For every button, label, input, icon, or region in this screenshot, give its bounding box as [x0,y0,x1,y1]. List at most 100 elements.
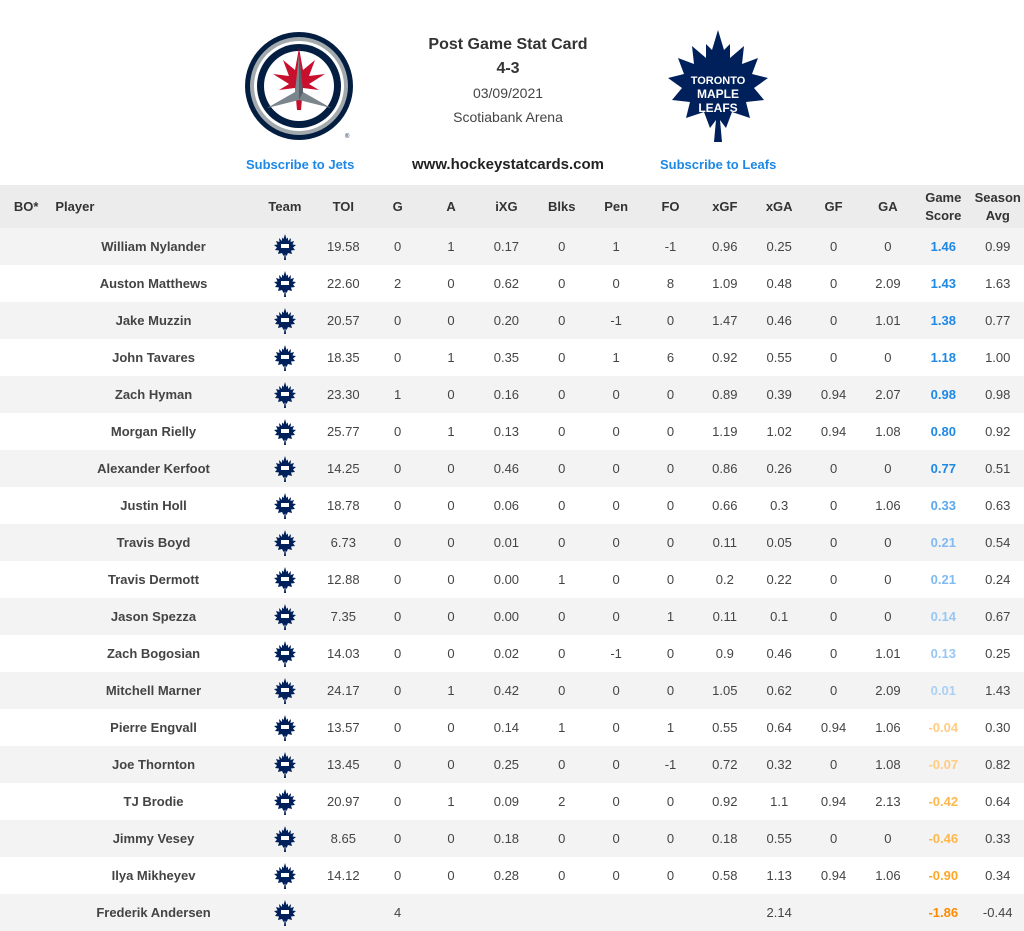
player-name[interactable]: Jake Muzzin [52,302,255,339]
goals-cell: 0 [371,302,424,339]
blocks-cell: 0 [534,265,589,302]
player-name[interactable]: Auston Matthews [52,265,255,302]
col-header-gf[interactable]: GF [806,185,861,228]
toi-cell: 22.60 [315,265,372,302]
col-header-xgf[interactable]: xGF [697,185,753,228]
player-name[interactable]: William Nylander [52,228,255,265]
gf-cell: 0.94 [806,709,861,746]
table-row: Zach Bogosian 14.03 0 0 0.02 0 -1 0 0.9 0.46 0 1.01… [0,635,1024,672]
col-header-game-score[interactable]: Game Score [915,185,972,228]
season-avg-cell: -0.44 [971,894,1024,931]
bo-cell [0,376,53,413]
ixg-cell: 0.18 [478,820,535,857]
table-row: Alexander Kerfoot 14.25 0 0 0.46 0 0 0 0.86 0.26 0… [0,450,1024,487]
penalties-cell [588,894,644,931]
goals-cell: 0 [371,561,424,598]
faceoffs-cell: 0 [643,783,698,820]
player-name[interactable]: Ilya Mikheyev [52,857,255,894]
player-name[interactable]: Joe Thornton [52,746,255,783]
player-name[interactable]: Travis Boyd [52,524,255,561]
player-name[interactable]: TJ Brodie [52,783,255,820]
ga-cell: 1.06 [860,487,916,524]
ga-cell: 0 [860,561,916,598]
col-header-ixg[interactable]: iXG [478,185,535,228]
col-header-bo[interactable]: BO* [0,185,53,228]
player-name[interactable]: Mitchell Marner [52,672,255,709]
player-name[interactable]: Jimmy Vesey [52,820,255,857]
assists-cell: 0 [423,487,479,524]
faceoffs-cell: 8 [643,265,698,302]
col-header-fo[interactable]: FO [643,185,698,228]
col-header-team[interactable]: Team [254,185,316,228]
game-score-cell: 0.13 [915,635,972,672]
bo-cell [0,635,53,672]
xgf-cell: 0.9 [697,635,753,672]
blocks-cell: 0 [534,450,589,487]
penalties-cell: 0 [588,487,644,524]
col-header-season-avg[interactable]: Season Avg [971,185,1024,228]
game-score-cell: 0.01 [915,672,972,709]
subscribe-leafs-link[interactable]: Subscribe to Leafs [660,157,777,172]
xgf-cell: 0.66 [697,487,753,524]
game-score-cell: 1.43 [915,265,972,302]
team-cell [254,820,316,857]
penalties-cell: 0 [588,709,644,746]
faceoffs-cell: 0 [643,450,698,487]
player-name[interactable]: Zach Hyman [52,376,255,413]
col-header-xga[interactable]: xGA [752,185,807,228]
game-score-cell: 0.77 [915,450,972,487]
player-name[interactable]: Morgan Rielly [52,413,255,450]
ga-cell: 0 [860,524,916,561]
faceoffs-cell: 0 [643,672,698,709]
toi-cell: 8.65 [315,820,372,857]
player-name[interactable]: Pierre Engvall [52,709,255,746]
game-score-cell: -0.07 [915,746,972,783]
maple-leaf-icon [273,492,296,519]
col-header-pen[interactable]: Pen [588,185,644,228]
penalties-cell: 0 [588,450,644,487]
player-name[interactable]: Zach Bogosian [52,635,255,672]
assists-cell: 0 [423,265,479,302]
col-header-toi[interactable]: TOI [315,185,372,228]
blocks-cell: 0 [534,413,589,450]
season-avg-cell: 0.25 [971,635,1024,672]
team-cell [254,450,316,487]
toi-cell: 20.97 [315,783,372,820]
player-name[interactable]: Jason Spezza [52,598,255,635]
col-header-ga[interactable]: GA [860,185,916,228]
blocks-cell: 0 [534,524,589,561]
player-name[interactable]: Alexander Kerfoot [52,450,255,487]
team-cell [254,635,316,672]
ga-cell: 0 [860,598,916,635]
penalties-cell: 0 [588,783,644,820]
table-row: Travis Boyd 6.73 0 0 0.01 0 0 0 0.11 0.05 0 0 0.21 0.… [0,524,1024,561]
blocks-cell: 0 [534,302,589,339]
ga-cell: 1.01 [860,635,916,672]
gf-cell: 0.94 [806,857,861,894]
subscribe-jets-link[interactable]: Subscribe to Jets [246,157,355,172]
game-score-cell: 0.14 [915,598,972,635]
col-header-blks[interactable]: Blks [534,185,589,228]
player-name[interactable]: Justin Holl [52,487,255,524]
gf-cell: 0 [806,450,861,487]
ga-cell: 1.08 [860,413,916,450]
assists-cell: 0 [423,635,479,672]
penalties-cell: 0 [588,672,644,709]
player-name[interactable]: John Tavares [52,339,255,376]
ga-cell: 0 [860,339,916,376]
team-cell [254,672,316,709]
season-avg-cell: 0.34 [971,857,1024,894]
faceoffs-cell [643,894,698,931]
col-header-g[interactable]: G [371,185,424,228]
game-score-cell: -0.04 [915,709,972,746]
leafs-logo-maple: MAPLE [697,87,739,101]
col-header-a[interactable]: A [423,185,479,228]
player-name[interactable]: Travis Dermott [52,561,255,598]
player-name[interactable]: Frederik Andersen [52,894,255,931]
game-score-cell: 1.18 [915,339,972,376]
blocks-cell [534,894,589,931]
assists-cell: 1 [423,228,479,265]
xgf-cell: 0.11 [697,524,753,561]
col-header-player[interactable]: Player [52,185,255,228]
bo-cell [0,450,53,487]
